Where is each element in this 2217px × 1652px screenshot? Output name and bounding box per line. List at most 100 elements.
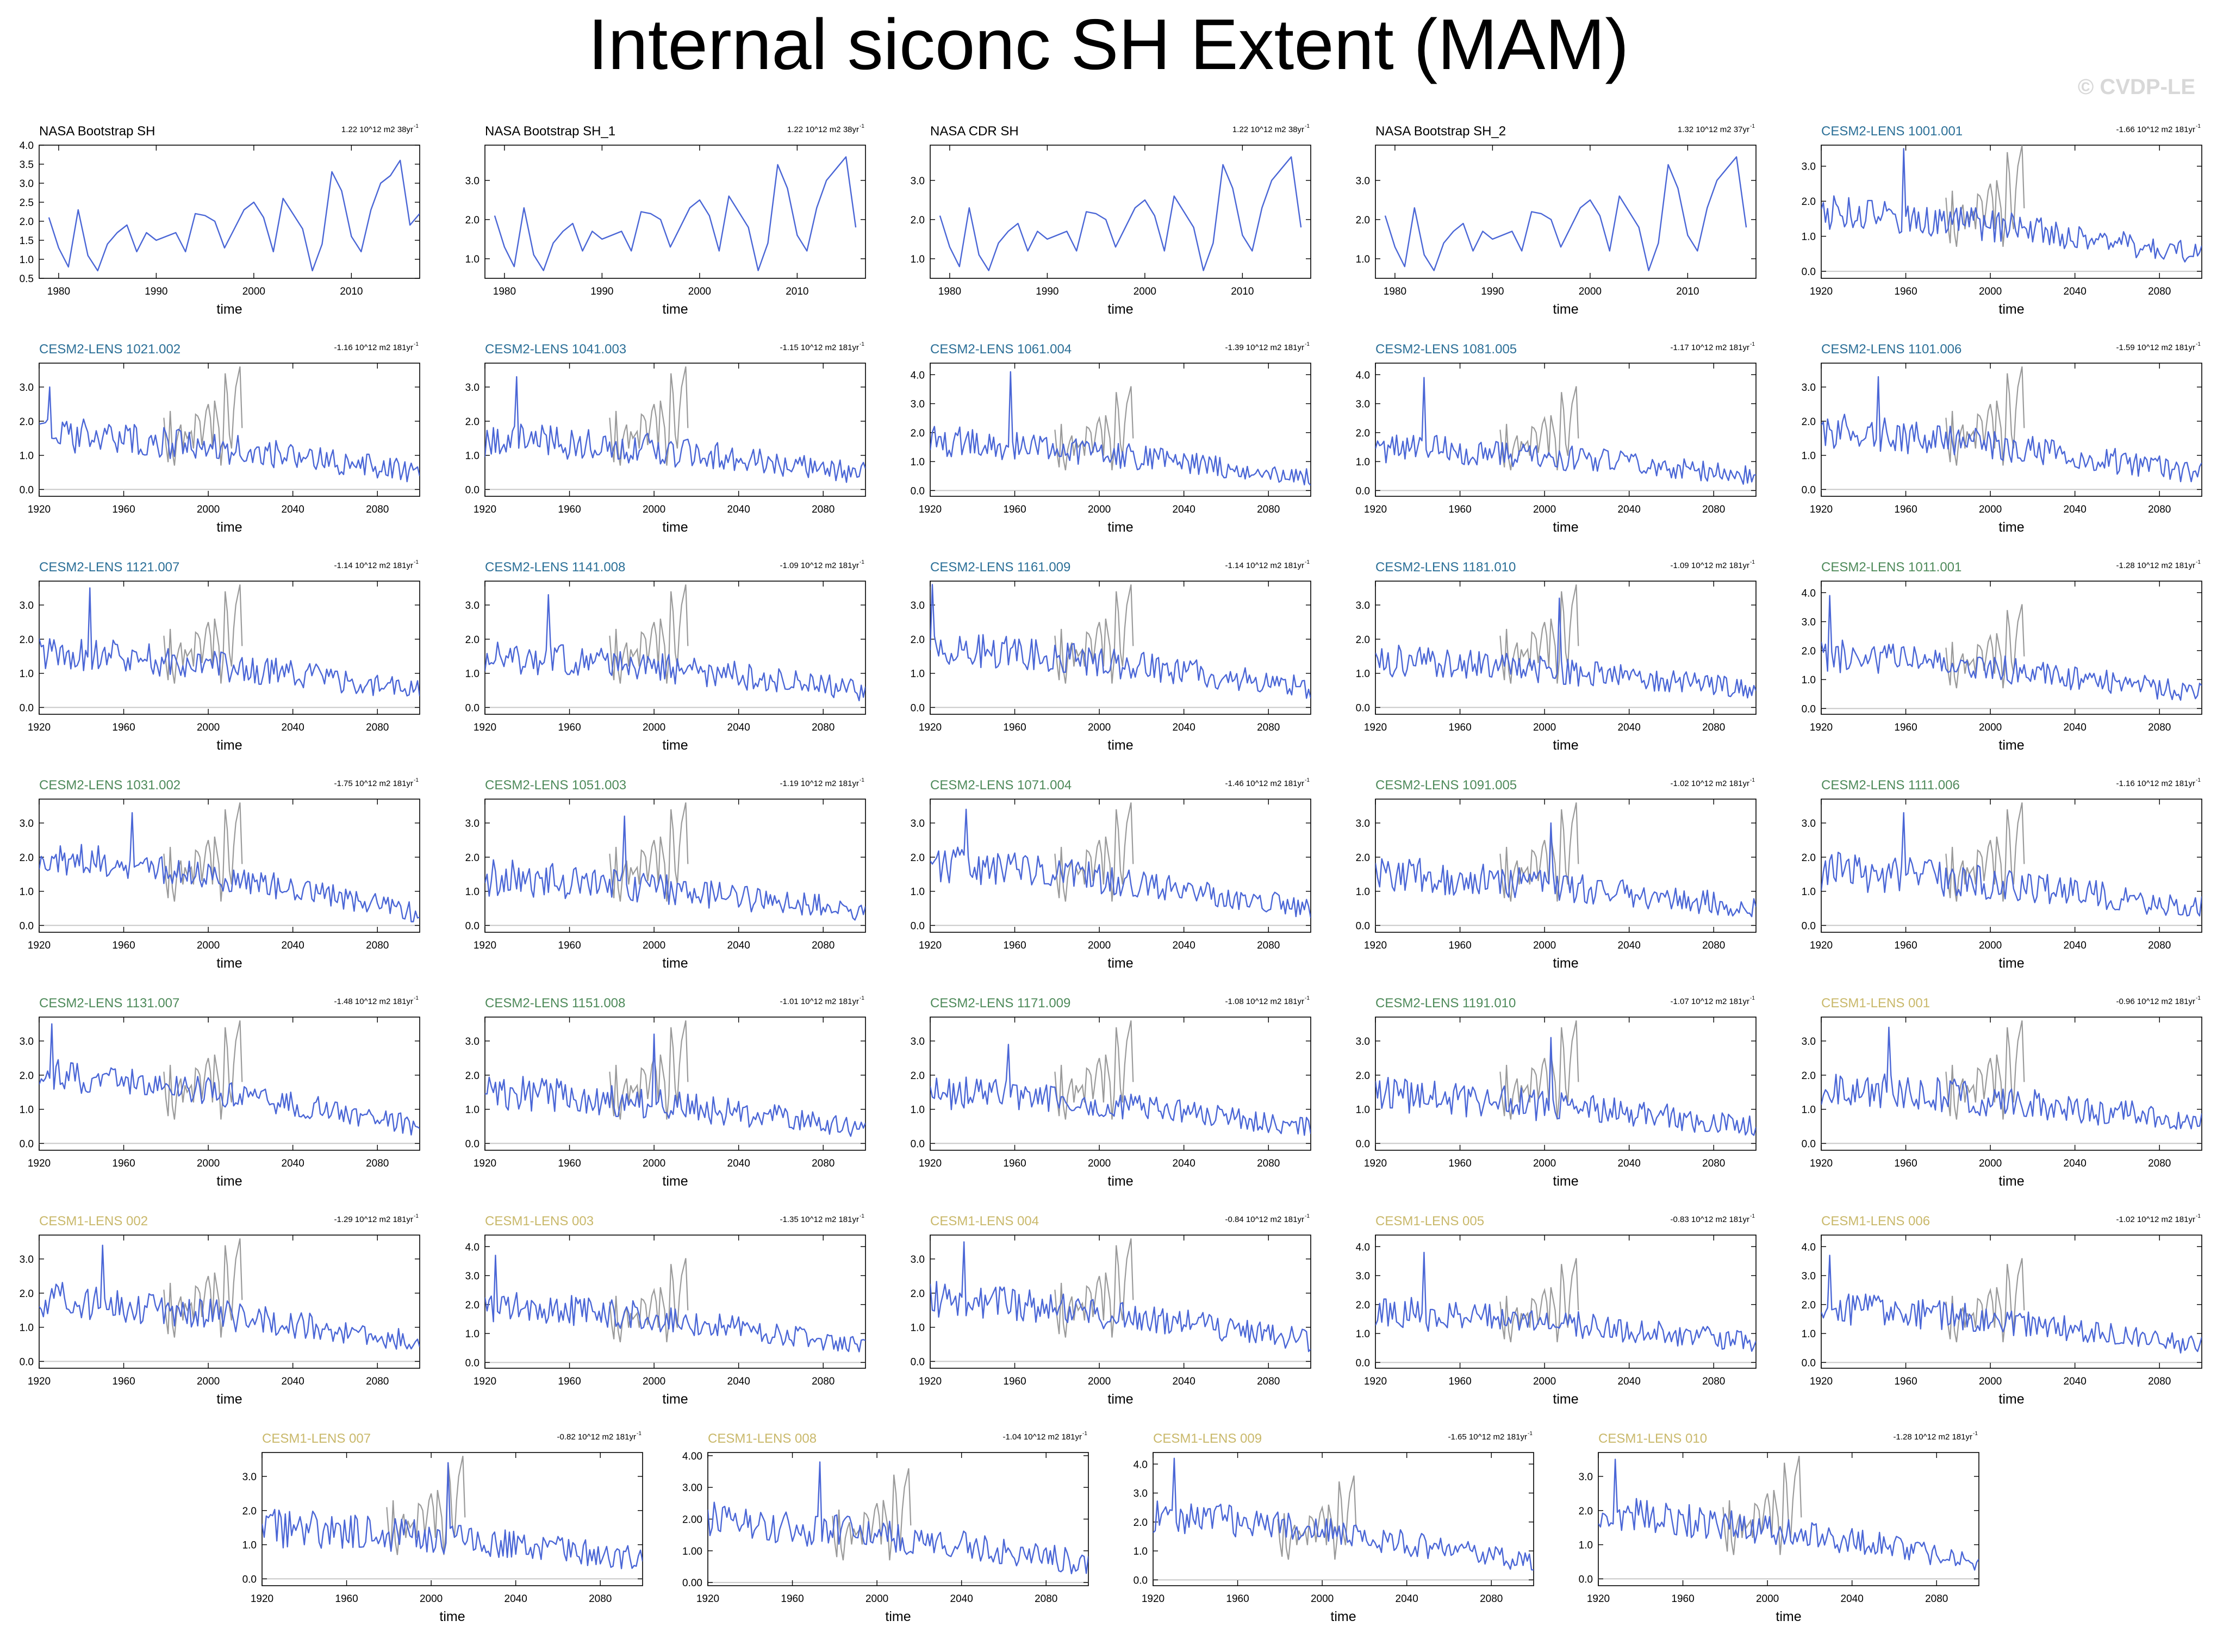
obs-overlay-line	[163, 366, 243, 466]
y-tick-label: 3.0	[1356, 600, 1370, 612]
obs-overlay-line	[1054, 1020, 1134, 1120]
y-tick-label: 0.0	[20, 1138, 34, 1150]
chart-panel: CESM2-LENS 1171.009 -1.08 10^12 m2 181yr -…	[911, 995, 1311, 1189]
y-tick-label: 2.0	[1356, 1300, 1370, 1311]
trend-exponent: -1	[1750, 123, 1755, 129]
x-axis-label: time	[1553, 956, 1578, 971]
y-tick-label: 2.0	[1802, 416, 1816, 428]
y-tick-label: 4.0	[20, 140, 34, 152]
y-tick-label: 3.0	[1356, 1036, 1370, 1048]
y-tick-label: 2.0	[911, 215, 925, 226]
trend-label: -1.01 10^12 m2 181yr	[780, 997, 859, 1006]
chart-panel: NASA Bootstrap SH_1 1.22 10^12 m2 38yr -1 1…	[465, 123, 866, 317]
x-tick-label: 1920	[919, 1158, 942, 1169]
x-tick-label: 2080	[812, 940, 835, 951]
x-axis-label: time	[662, 956, 688, 971]
x-tick-label: 2040	[727, 504, 750, 515]
y-tick-label: 4.0	[465, 1242, 479, 1253]
plot-frame	[1375, 363, 1757, 497]
x-axis-label: time	[439, 1609, 465, 1624]
series-line	[1821, 376, 2202, 483]
x-tick-label: 1980	[493, 286, 516, 297]
series-line	[1375, 822, 1756, 918]
x-tick-label: 2080	[2148, 1158, 2171, 1169]
trend-label: -1.16 10^12 m2 181yr	[2116, 779, 2195, 788]
y-tick-label: 3.0	[1802, 617, 1816, 628]
trend-exponent: -1	[1750, 341, 1755, 347]
chart-panel: CESM2-LENS 1051.003 -1.19 10^12 m2 181yr -…	[465, 777, 866, 971]
x-tick-label: 2040	[950, 1593, 973, 1605]
x-axis-label: time	[1998, 1174, 2024, 1189]
chart-panel: CESM1-LENS 004 -0.84 10^12 m2 181yr -1 0.0 1…	[911, 1213, 1311, 1407]
trend-label: -1.28 10^12 m2 181yr	[1894, 1432, 1972, 1442]
series-line	[494, 156, 857, 271]
y-tick-label: 0.0	[911, 485, 925, 497]
x-tick-label: 1960	[1894, 504, 1917, 515]
obs-overlay-line	[1054, 802, 1134, 902]
y-tick-label: 2.0	[465, 416, 479, 428]
plot-frame	[1375, 145, 1757, 279]
y-tick-label: 2.0	[1356, 428, 1370, 439]
y-tick-label: 1.0	[20, 451, 34, 462]
x-tick-label: 2000	[1979, 286, 2002, 297]
y-tick-label: 2.0	[465, 1300, 479, 1311]
x-axis-label: time	[216, 520, 242, 535]
x-tick-label: 1990	[145, 286, 167, 297]
y-tick-label: 1.0	[911, 1323, 925, 1334]
y-tick-label: 1.0	[465, 1105, 479, 1116]
y-tick-label: 2.00	[682, 1514, 702, 1526]
x-axis-label: time	[1998, 738, 2024, 753]
y-tick-label: 3.0	[1802, 818, 1816, 830]
x-tick-label: 2000	[197, 1158, 220, 1169]
x-tick-label: 2080	[1702, 504, 1725, 515]
x-axis-label: time	[662, 302, 688, 317]
x-tick-label: 1960	[1003, 722, 1026, 733]
obs-overlay-line	[1499, 1020, 1579, 1120]
series-line	[1384, 156, 1747, 271]
chart-panel: CESM2-LENS 1181.010 -1.09 10^12 m2 181yr -…	[1356, 559, 1757, 753]
y-tick-label: 3.00	[682, 1482, 702, 1494]
trend-exponent: -1	[860, 777, 864, 783]
x-tick-label: 2080	[2148, 722, 2171, 733]
x-tick-label: 1920	[696, 1593, 719, 1605]
x-tick-label: 1920	[1810, 940, 1833, 951]
panel-name: CESM1-LENS 004	[930, 1214, 1039, 1229]
x-tick-label: 2040	[1396, 1593, 1418, 1605]
y-tick-label: 1.0	[465, 887, 479, 898]
x-tick-label: 1920	[919, 504, 942, 515]
y-tick-label: 0.0	[1356, 1138, 1370, 1150]
x-tick-label: 2080	[1257, 940, 1280, 951]
series-line	[39, 386, 420, 483]
x-axis-label: time	[216, 1174, 242, 1189]
obs-overlay-line	[609, 1020, 689, 1120]
x-tick-label: 2080	[2148, 504, 2171, 515]
x-tick-label: 2010	[1231, 286, 1254, 297]
panel-name: CESM2-LENS 1011.001	[1821, 560, 1961, 575]
y-tick-label: 1.0	[20, 669, 34, 680]
y-tick-label: 1.0	[465, 254, 479, 265]
y-tick-label: 2.0	[20, 1288, 34, 1300]
x-axis-label: time	[885, 1609, 911, 1624]
y-tick-label: 1.0	[20, 1105, 34, 1116]
chart-panel: CESM1-LENS 010 -1.28 10^12 m2 181yr -1 0.0 1…	[1579, 1431, 1979, 1624]
trend-exponent: -1	[414, 995, 419, 1001]
trend-label: -1.46 10^12 m2 181yr	[1225, 779, 1304, 788]
chart-panel: CESM2-LENS 1191.010 -1.07 10^12 m2 181yr -…	[1356, 995, 1757, 1189]
panel-name: CESM2-LENS 1161.009	[930, 560, 1070, 575]
series-line	[939, 156, 1302, 271]
trend-label: 1.32 10^12 m2 37yr	[1678, 125, 1749, 134]
y-tick-label: 3.0	[911, 1036, 925, 1048]
x-tick-label: 1960	[1448, 940, 1471, 951]
x-tick-label: 1920	[1810, 1376, 1833, 1387]
plot-frame	[39, 145, 420, 279]
y-tick-label: 3.0	[20, 1036, 34, 1048]
x-tick-label: 2080	[1257, 722, 1280, 733]
panel-name: CESM2-LENS 1031.002	[39, 778, 180, 793]
plot-frame	[1375, 1235, 1757, 1369]
trend-label: -1.39 10^12 m2 181yr	[1225, 343, 1304, 352]
trend-label: -1.09 10^12 m2 181yr	[780, 561, 859, 570]
y-tick-label: 2.0	[465, 852, 479, 864]
trend-exponent: -1	[1305, 123, 1310, 129]
chart-panel: CESM2-LENS 1091.005 -1.02 10^12 m2 181yr -…	[1356, 777, 1757, 971]
plot-frame	[1821, 799, 2202, 933]
